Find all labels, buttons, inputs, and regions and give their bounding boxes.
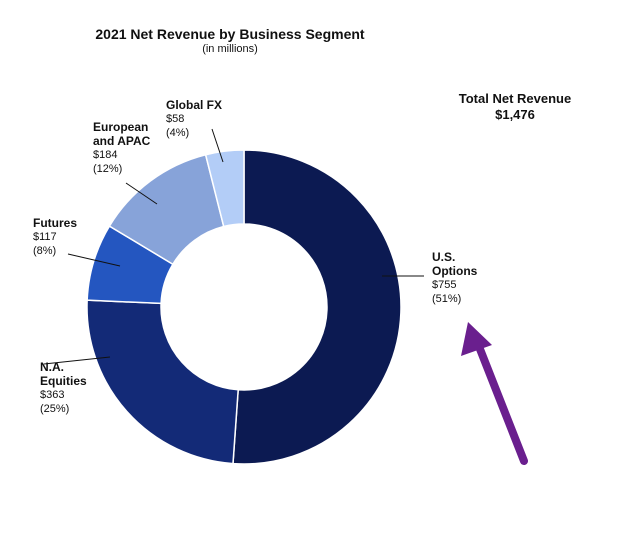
leader-line <box>43 356 111 365</box>
segment-percent: (4%) <box>166 127 190 139</box>
segment-percent: (51%) <box>432 293 462 305</box>
segment-name: European <box>93 120 149 134</box>
segment-value: $58 <box>166 113 185 125</box>
segment-value: $363 <box>40 389 65 401</box>
segment-value: $184 <box>93 149 118 161</box>
segment-label: Futures $117 (8%) <box>33 216 77 258</box>
segment-name: U.S. <box>432 250 456 264</box>
segment-name: N.A. <box>40 360 64 374</box>
donut-slice-global-fx <box>204 149 245 228</box>
segment-name: Equities <box>40 374 87 388</box>
segment-percent: (8%) <box>33 245 57 257</box>
total-net-revenue-label: Total Net Revenue <box>458 91 572 106</box>
segment-label: European and APAC $184 (12%) <box>93 120 150 176</box>
leader-line <box>211 128 224 163</box>
annotation-arrow-head <box>461 322 492 356</box>
segment-label: U.S. Options $755 (51%) <box>432 250 477 306</box>
annotation-arrow-shaft <box>474 340 528 465</box>
donut-slice-n-a-equities <box>86 299 239 465</box>
segment-value: $755 <box>432 279 457 291</box>
segment-name: Options <box>432 264 478 278</box>
segment-name: Futures <box>33 216 78 230</box>
segment-value: $117 <box>33 231 57 243</box>
total-net-revenue-value: $1,476 <box>495 107 535 122</box>
segment-label: N.A. Equities $363 (25%) <box>40 360 87 416</box>
chart-subtitle: (in millions) <box>202 43 258 55</box>
segment-name: and APAC <box>93 134 151 148</box>
segment-percent: (25%) <box>40 403 70 415</box>
segment-label: Global FX $58 (4%) <box>166 98 222 140</box>
segment-name: Global FX <box>166 98 223 112</box>
leader-line <box>125 182 158 205</box>
donut-slice-u-s-options <box>232 149 402 465</box>
segment-percent: (12%) <box>93 163 123 175</box>
chart-title: 2021 Net Revenue by Business Segment <box>95 26 365 42</box>
leader-line <box>67 253 121 267</box>
